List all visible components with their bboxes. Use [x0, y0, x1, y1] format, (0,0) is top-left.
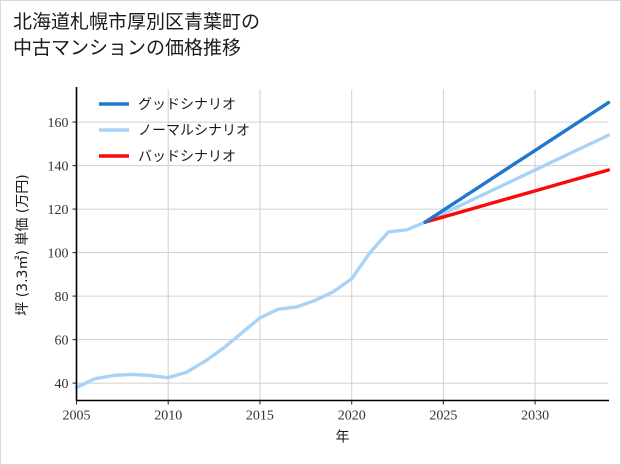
- series-line-bad: [423, 168, 611, 224]
- series-line-normal: [74, 133, 611, 390]
- x-axis-label: 年: [336, 430, 350, 446]
- x-tick-label: 2030: [521, 409, 549, 424]
- y-tick-label: 140: [48, 160, 69, 175]
- y-tick-label: 60: [55, 334, 69, 349]
- y-tick-label: 40: [55, 377, 69, 392]
- x-tick-labels: 2005 2010 2015 2020 2025 2030: [63, 409, 550, 424]
- x-tick-label: 2005: [63, 409, 91, 424]
- y-axis-label: 坪 (3.3㎡) 単価 (万円): [15, 174, 31, 315]
- y-tick-label: 120: [48, 203, 69, 218]
- x-tick-label: 2010: [154, 409, 182, 424]
- x-tick-label: 2015: [246, 409, 274, 424]
- x-tick-label: 2025: [429, 409, 457, 424]
- y-tick-label: 100: [48, 247, 69, 262]
- data-series-group: [74, 100, 611, 390]
- y-tick-label: 80: [55, 290, 69, 305]
- y-tick-labels: 40 60 80 100 120 140 160: [48, 116, 69, 392]
- y-tick-label: 160: [48, 116, 69, 131]
- series-line-good: [423, 100, 611, 224]
- legend-label-0: グッドシナリオ: [138, 97, 236, 113]
- page-title: 北海道札幌市厚別区青葉町の 中古マンションの価格推移: [13, 11, 261, 59]
- legend-label-2: バッドシナリオ: [138, 149, 236, 165]
- legend-label-1: ノーマルシナリオ: [138, 123, 250, 139]
- x-tick-label: 2020: [338, 409, 366, 424]
